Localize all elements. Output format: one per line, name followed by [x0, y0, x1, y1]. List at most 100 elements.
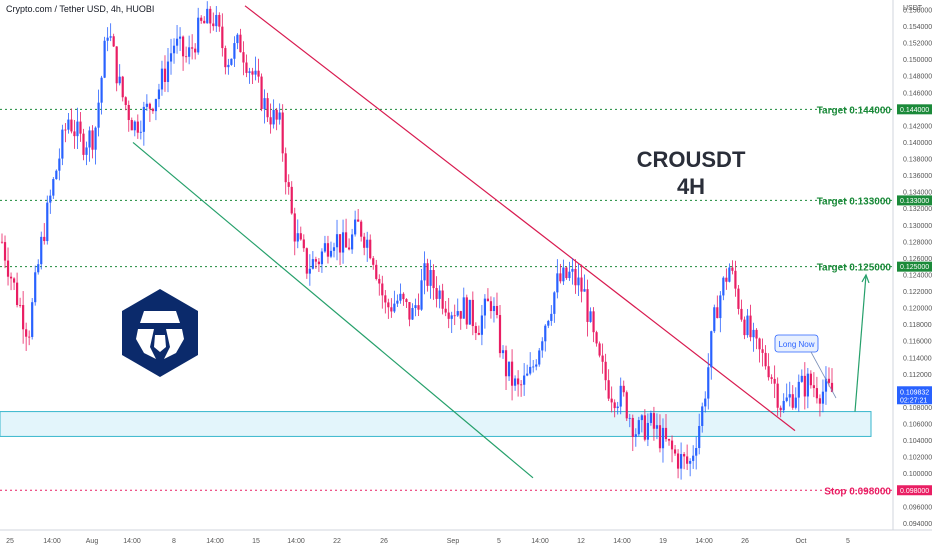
candle	[354, 210, 357, 237]
candle	[332, 242, 336, 258]
candle-body	[218, 14, 221, 27]
candle-body	[824, 378, 828, 392]
candle-body	[393, 303, 396, 312]
candle	[79, 112, 82, 142]
candle-body	[157, 89, 161, 100]
candle	[489, 296, 493, 319]
chart-subtitle: 4H	[677, 174, 705, 199]
candle	[429, 259, 432, 299]
candle-body	[429, 270, 432, 286]
candle	[704, 391, 707, 413]
candle	[818, 394, 822, 417]
candle-body	[302, 239, 305, 249]
candle-body	[628, 417, 631, 419]
candle-body	[737, 288, 740, 309]
candle	[85, 141, 88, 166]
candle	[181, 35, 185, 71]
candle	[160, 60, 164, 96]
candle-body	[106, 37, 109, 41]
candle-body	[372, 258, 375, 265]
candle	[344, 218, 348, 248]
candle-body	[541, 341, 544, 351]
time-tick: Oct	[796, 538, 807, 545]
candle-body	[517, 378, 520, 385]
candle	[692, 445, 695, 469]
candle-body	[598, 343, 601, 356]
candle	[749, 304, 752, 342]
candle-body	[791, 394, 794, 408]
candle	[275, 107, 278, 131]
candle-body	[145, 103, 148, 107]
time-tick: 15	[252, 538, 260, 545]
candle	[670, 435, 674, 463]
price-tick: 0.146000	[903, 90, 932, 97]
candle	[67, 113, 70, 134]
candle	[112, 33, 115, 48]
candle	[541, 337, 544, 358]
candle-body	[209, 8, 212, 24]
candle-body	[683, 454, 686, 457]
candle	[384, 290, 387, 314]
candle	[698, 413, 701, 455]
candle	[347, 238, 351, 251]
candle	[109, 23, 112, 42]
current-price-tag	[897, 386, 932, 405]
candle-body	[408, 302, 411, 320]
candle-body	[510, 361, 514, 386]
candle	[40, 231, 43, 270]
candle	[658, 414, 662, 453]
candle-body	[290, 186, 293, 214]
candle	[640, 414, 643, 433]
chart-header-title: Crypto.com / Tether USD, 4h, HUOBI	[6, 4, 155, 14]
candle	[3, 235, 7, 269]
candle-body	[577, 277, 580, 286]
price-tick: 0.112000	[903, 372, 932, 379]
candle-body	[194, 48, 197, 53]
level-price-tag-text: 0.098000	[900, 488, 929, 495]
candle-body	[43, 236, 46, 242]
time-tick: 8	[172, 538, 176, 545]
candle	[278, 103, 281, 125]
candle-body	[535, 364, 538, 367]
candle-body	[236, 34, 239, 44]
level-price-tag	[897, 195, 932, 206]
candle-body	[266, 98, 269, 118]
candle-body	[559, 273, 562, 282]
annotation-long-now: Long Now	[778, 340, 814, 349]
candle-body	[803, 375, 806, 397]
candle-body	[360, 221, 363, 237]
candle-body	[492, 305, 496, 312]
candle-body	[661, 427, 665, 449]
candle	[37, 259, 40, 275]
candle-body	[468, 299, 471, 325]
candle	[166, 48, 170, 93]
candle-body	[622, 385, 625, 393]
price-tick: 0.124000	[903, 272, 932, 279]
candle	[341, 219, 345, 264]
candle-body	[453, 315, 456, 317]
candle-body	[480, 315, 483, 335]
level-label: Target 0.133000	[817, 196, 892, 207]
candle	[411, 303, 414, 320]
candle	[266, 92, 269, 123]
candle	[227, 58, 230, 75]
candle	[513, 375, 517, 391]
candle-body	[34, 272, 37, 303]
candle	[372, 256, 375, 270]
candle	[438, 285, 441, 309]
candle-body	[504, 350, 508, 377]
candle	[486, 288, 490, 302]
candle	[121, 75, 124, 102]
candle	[12, 277, 16, 291]
candle	[628, 413, 631, 428]
candle-body	[713, 307, 716, 332]
candle-body	[619, 385, 622, 407]
candle-body	[649, 413, 653, 423]
candle-body	[381, 283, 384, 296]
annotation-pointer	[810, 351, 837, 399]
candle	[124, 96, 127, 111]
candle-body	[100, 77, 103, 103]
candle-body	[239, 34, 242, 53]
price-tick: 0.104000	[903, 438, 932, 445]
